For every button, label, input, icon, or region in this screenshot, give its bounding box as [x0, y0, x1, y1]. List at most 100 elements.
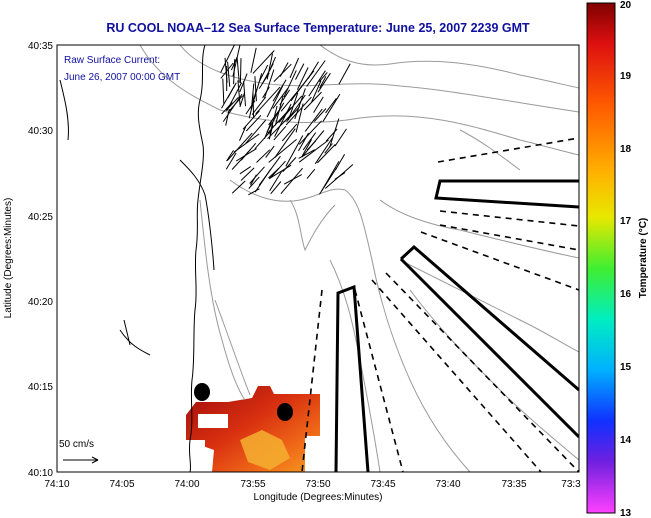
current-vector — [296, 67, 309, 90]
current-vector — [267, 115, 291, 140]
current-vector — [221, 82, 237, 109]
current-vector — [269, 171, 283, 192]
current-vector — [245, 119, 267, 144]
current-vector — [254, 168, 272, 193]
colorbar-tick: 13 — [620, 508, 632, 518]
current-vector — [224, 57, 228, 83]
current-vector — [325, 98, 337, 114]
current-vector — [251, 83, 255, 109]
colorbar-tick: 17 — [620, 216, 632, 227]
current-vector — [334, 128, 347, 147]
current-vector — [233, 59, 236, 85]
colorbar-tick: 20 — [620, 0, 632, 11]
x-tick-label: 74:00 — [174, 479, 199, 490]
current-vector — [270, 181, 282, 195]
current-vector — [268, 167, 280, 179]
current-vector — [273, 125, 287, 141]
current-vector — [252, 50, 275, 74]
x-tick-label: 73:45 — [370, 479, 395, 490]
x-tick-label: 74:05 — [109, 479, 134, 490]
y-axis-ticks: 40:35 40:30 40:25 40:20 40:15 40:10 — [28, 41, 53, 479]
current-vector — [274, 103, 292, 137]
current-vector — [227, 61, 231, 87]
colorbar-tick: 18 — [620, 144, 632, 155]
current-vector — [237, 80, 241, 106]
current-vector — [338, 63, 351, 85]
current-vector — [288, 106, 301, 119]
current-vector — [225, 152, 237, 170]
current-vector — [274, 128, 296, 159]
current-vector — [302, 132, 317, 151]
current-vector — [243, 81, 246, 107]
colorbar-label: Temperature (°C) — [638, 218, 649, 299]
current-vector — [264, 69, 275, 99]
y-tick-label: 40:30 — [28, 126, 53, 137]
x-tick-label: 73:50 — [305, 479, 330, 490]
current-vector — [274, 95, 284, 126]
current-vector — [256, 149, 271, 163]
current-vector — [301, 130, 325, 158]
current-vector — [294, 88, 306, 120]
current-vector — [273, 63, 292, 82]
colorbar-tick: 19 — [620, 71, 632, 82]
current-vector — [251, 96, 266, 116]
map-plot-area — [57, 45, 579, 472]
current-vector — [254, 130, 271, 150]
current-vector — [318, 72, 328, 83]
current-vector — [295, 63, 305, 80]
current-note-line1: Raw Surface Current: — [64, 55, 160, 66]
current-vector — [220, 45, 235, 73]
current-vector — [301, 139, 313, 157]
y-axis-label: Latitude (Degrees:Minutes) — [3, 198, 14, 319]
current-vector — [258, 72, 270, 89]
current-vector — [324, 143, 333, 154]
x-tick-label: 73:55 — [240, 479, 265, 490]
y-tick-label: 40:10 — [28, 468, 53, 479]
y-tick-label: 40:20 — [28, 297, 53, 308]
current-vector — [304, 108, 323, 132]
current-vector — [254, 76, 257, 102]
current-vector — [269, 164, 292, 179]
scale-label: 50 cm/s — [59, 439, 94, 450]
current-vector — [334, 172, 346, 180]
x-tick-label: 73:35 — [501, 479, 526, 490]
coastline — [59, 45, 215, 472]
current-vector — [295, 103, 304, 133]
current-vector — [258, 64, 269, 82]
current-vector — [283, 174, 302, 185]
plot-frame — [56, 44, 580, 473]
current-vector — [266, 85, 284, 118]
current-vector — [313, 108, 327, 122]
current-vector — [248, 188, 260, 196]
current-vector — [285, 135, 304, 167]
current-vector — [222, 93, 243, 122]
current-vector — [272, 79, 287, 102]
x-axis-label: Longitude (Degrees:Minutes) — [254, 492, 383, 503]
current-vector — [240, 142, 257, 161]
current-vector — [303, 91, 322, 111]
current-vector — [317, 144, 336, 164]
station-marker-west — [194, 383, 210, 401]
current-vector — [278, 95, 303, 124]
current-vector — [269, 56, 276, 71]
current-vector — [265, 145, 275, 158]
current-vector — [318, 167, 338, 195]
current-vector — [306, 60, 326, 87]
current-vector — [298, 149, 316, 159]
current-vector — [280, 167, 303, 195]
current-vector — [239, 92, 246, 108]
temperature-colorbar: 20 19 18 17 16 15 14 13 Temperature (°C) — [586, 0, 649, 518]
x-tick-label: 73:3 — [561, 479, 581, 490]
current-vector — [322, 93, 341, 123]
current-vector — [252, 93, 255, 119]
current-vector — [283, 70, 297, 98]
current-vector — [290, 71, 314, 102]
current-vector — [272, 87, 289, 109]
current-vector — [266, 102, 285, 133]
current-vector — [250, 174, 257, 186]
colorbar-tick: 16 — [620, 289, 632, 300]
current-vector — [289, 57, 300, 79]
transect-lines-solid — [334, 179, 579, 472]
current-vector — [319, 76, 327, 89]
